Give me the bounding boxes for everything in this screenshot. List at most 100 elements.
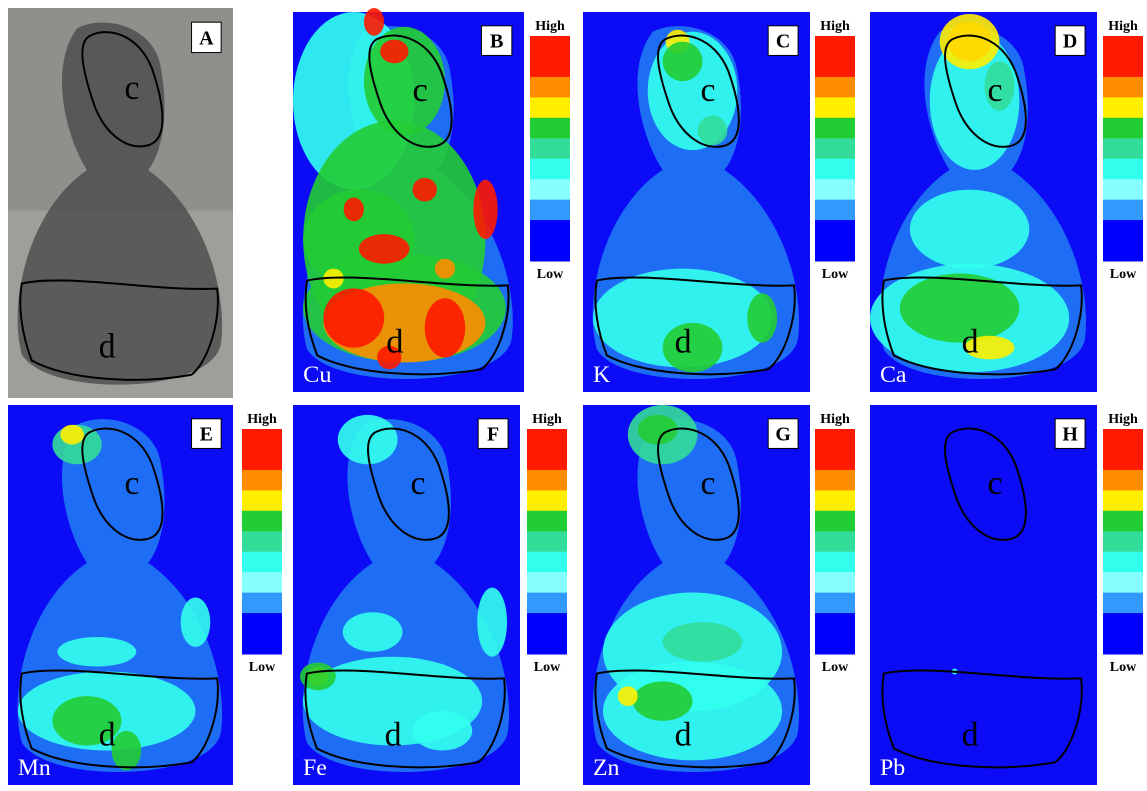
scale-low: Low	[534, 660, 561, 675]
colorbar-band	[815, 36, 855, 57]
panel-letter: E	[200, 424, 213, 446]
colorbar-band	[1103, 220, 1143, 241]
colorbar-band	[1103, 449, 1143, 470]
colorbar-band	[242, 593, 282, 614]
colorbar-band	[815, 511, 855, 532]
colorbar-band	[1103, 572, 1143, 593]
colorbar-band	[527, 511, 567, 532]
region-label: d	[962, 717, 979, 754]
scale-low: Low	[1110, 267, 1137, 282]
map-spot	[473, 180, 497, 239]
colorbar-band	[242, 613, 282, 634]
element-label: Zn	[593, 755, 620, 781]
map-spot	[663, 622, 743, 661]
colorbar-band	[815, 429, 855, 450]
colorbar-band	[1103, 552, 1143, 573]
colorbar-band	[530, 138, 570, 159]
map-spot	[697, 116, 727, 146]
colorbar-band	[242, 449, 282, 470]
colorbar-band	[1103, 138, 1143, 159]
colorbar-band	[530, 118, 570, 139]
colorbar-band	[815, 552, 855, 573]
colorbar-band	[530, 97, 570, 118]
panel-letter: B	[490, 31, 504, 53]
colorbar-band	[1103, 490, 1143, 511]
colorbar-band	[1103, 429, 1143, 450]
map-spot	[603, 662, 782, 761]
colorbar-band	[1103, 159, 1143, 180]
colorbar-band	[815, 572, 855, 593]
colorbar-band	[815, 470, 855, 491]
colorbar-band	[527, 449, 567, 470]
colorbar-band	[242, 511, 282, 532]
colorbar-band	[815, 613, 855, 634]
colorbar-band	[527, 634, 567, 655]
colorbar-band	[527, 429, 567, 450]
panel: cdA	[8, 8, 233, 398]
element-label: Ca	[880, 362, 907, 388]
map-spot	[663, 42, 703, 81]
scale-low: Low	[822, 660, 849, 675]
scale-low: Low	[822, 267, 849, 282]
map-spot	[343, 612, 403, 651]
scale-high: High	[1108, 412, 1138, 427]
colorbar-band	[1103, 470, 1143, 491]
colorbar-band	[815, 159, 855, 180]
colorbar-band	[1103, 36, 1143, 57]
colorbar-band	[530, 241, 570, 262]
colorbar-band	[1103, 511, 1143, 532]
colorbar-band	[815, 449, 855, 470]
colorbar-band	[815, 531, 855, 552]
region-label: c	[413, 72, 428, 109]
panel-letter: A	[199, 27, 214, 49]
map-spot	[359, 234, 410, 264]
element-label: Fe	[303, 755, 327, 781]
colorbar-band	[815, 220, 855, 241]
colorbar-band	[1103, 179, 1143, 200]
scale-high: High	[247, 412, 277, 427]
colorbar-band	[530, 220, 570, 241]
region-label: d	[385, 717, 402, 754]
map-spot	[364, 8, 384, 36]
region-label: c	[987, 72, 1002, 109]
colorbar-band	[242, 490, 282, 511]
scale-high: High	[820, 412, 850, 427]
panel-letter: H	[1062, 424, 1078, 446]
colorbar-band	[242, 531, 282, 552]
colorbar-band	[242, 429, 282, 450]
map-spot	[633, 681, 693, 720]
colorbar-band	[1103, 200, 1143, 221]
map-spot	[181, 597, 211, 646]
colorbar-band	[530, 200, 570, 221]
map-spot	[323, 288, 384, 347]
region-label: c	[987, 465, 1002, 502]
element-label: Mn	[18, 755, 51, 781]
panel-letter: D	[1063, 31, 1077, 53]
colorbar-band	[527, 552, 567, 573]
colorbar-band	[815, 634, 855, 655]
colorbar-band	[815, 179, 855, 200]
colorbar-band	[1103, 531, 1143, 552]
map-spot	[60, 425, 84, 445]
colorbar-band	[1103, 634, 1143, 655]
colorbar-band	[530, 56, 570, 77]
colorbar-band	[1103, 77, 1143, 98]
colorbar-band	[815, 241, 855, 262]
colorbar-band	[527, 490, 567, 511]
region-label: c	[124, 70, 139, 107]
scale-high: High	[1108, 19, 1138, 34]
colorbar-band	[1103, 97, 1143, 118]
map-spot	[112, 731, 142, 770]
colorbar-band	[1103, 613, 1143, 634]
region-label: c	[700, 72, 715, 109]
panel: cdFFe	[293, 405, 520, 785]
colorbar-band	[242, 572, 282, 593]
map-spot	[618, 686, 638, 706]
colorbar-band	[530, 36, 570, 57]
panel: cdBCu	[293, 8, 524, 392]
colorbar-band	[527, 593, 567, 614]
colorbar-band	[527, 572, 567, 593]
map-spot	[900, 274, 1019, 343]
colorbar-band	[815, 118, 855, 139]
